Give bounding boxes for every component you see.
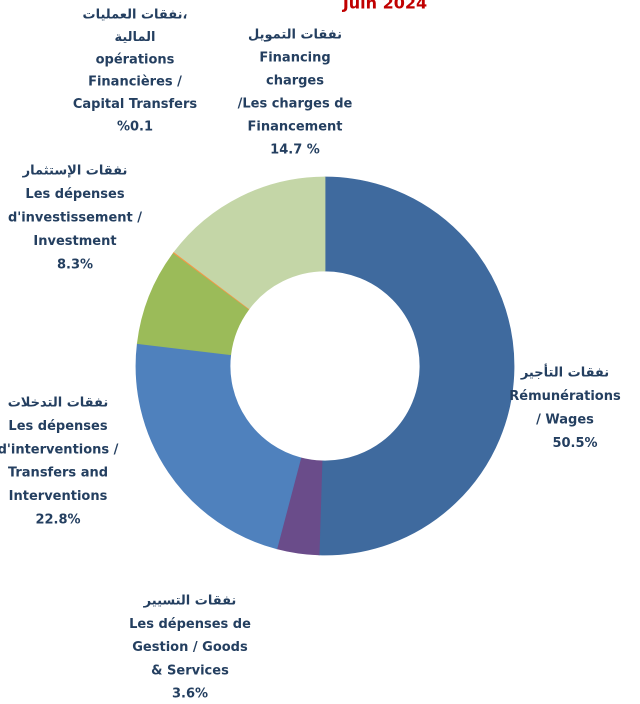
slice-label: & Services: [151, 663, 229, 678]
value-label: 14.7 %: [270, 143, 320, 158]
slice-label: /Les charges de: [238, 97, 353, 112]
slice-label: Interventions: [9, 489, 108, 504]
slice-label: Les dépenses: [25, 187, 124, 202]
slice-label: Financières /: [88, 75, 182, 90]
slice-label: نفقات الإستثمار: [22, 164, 128, 179]
slice-label: نفقات التسيير: [143, 594, 237, 609]
slice: [318, 176, 515, 556]
slice-label: Investment: [33, 234, 116, 249]
slice: [173, 176, 326, 310]
value-label: 50.5%: [552, 436, 597, 451]
slice-label: / Wages: [536, 413, 594, 428]
slice-label: Rémunérations: [509, 389, 621, 404]
slice-label: charges: [266, 74, 324, 89]
slice-label: نفقات التأجير: [520, 364, 609, 381]
slice-label: opérations: [96, 52, 175, 67]
value-label: 8.3%: [57, 258, 93, 273]
slice-label: نفقات العمليات،: [83, 8, 188, 23]
value-label: %0.1: [117, 120, 153, 135]
slice-label: Les dépenses: [8, 419, 107, 434]
chart-title: Juin 2024: [342, 0, 427, 13]
slice-label: Les dépenses de: [129, 617, 251, 632]
slice-label: Financing: [259, 51, 330, 66]
slice: [135, 343, 302, 550]
slice-label: نفقات التمويل: [248, 28, 342, 43]
slice-label: Capital Transfers: [73, 97, 198, 112]
slice-label: المالية: [114, 30, 155, 45]
slice-label: Transfers and: [8, 466, 108, 481]
value-label: 22.8%: [35, 513, 80, 528]
slice-label: Gestion / Goods: [132, 640, 248, 655]
value-label: 3.6%: [172, 687, 208, 702]
slice-label: d'investissement /: [8, 211, 142, 226]
slice-label: نفقات التدخلات: [8, 396, 109, 411]
slice-label: d'interventions /: [0, 442, 119, 457]
slice-label: Financement: [248, 120, 343, 135]
